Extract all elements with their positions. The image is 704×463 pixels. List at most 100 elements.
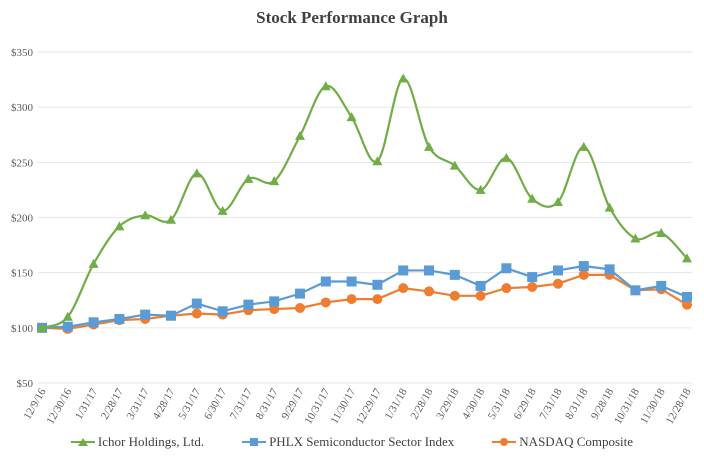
x-tick-label: 6/30/17 xyxy=(202,386,229,422)
x-tick-label: 6/29/18 xyxy=(512,386,539,422)
nasdaq-composite-point xyxy=(578,269,589,280)
legend-label: PHLX Semiconductor Sector Index xyxy=(269,434,455,449)
phlx-semiconductor-sector-index-point xyxy=(295,288,305,299)
ichor-holdings-ltd-point xyxy=(656,227,667,237)
ichor-holdings-ltd-point xyxy=(320,81,331,91)
legend-item: Ichor Holdings, Ltd. xyxy=(70,434,205,450)
x-tick-label: 8/31/18 xyxy=(563,386,590,422)
x-tick-label: 9/29/17 xyxy=(279,386,306,422)
x-tick-label: 5/31/17 xyxy=(176,386,203,422)
ichor-holdings-ltd-point xyxy=(269,176,280,186)
phlx-semiconductor-sector-index-point xyxy=(527,272,538,283)
x-tick-label: 12/9/16 xyxy=(21,386,48,422)
ichor-holdings-ltd-point xyxy=(630,233,641,243)
x-tick-label: 7/31/18 xyxy=(537,386,564,422)
y-tick-label: $50 xyxy=(17,378,34,390)
nasdaq-composite-point xyxy=(320,297,331,308)
phlx-semiconductor-sector-index-point xyxy=(501,263,512,274)
x-tick-label: 1/31/18 xyxy=(383,386,410,422)
nasdaq-composite-point xyxy=(682,299,692,310)
legend-circle-icon xyxy=(492,438,517,446)
phlx-semiconductor-sector-index-point xyxy=(553,265,563,276)
x-tick-label: 4/30/18 xyxy=(460,386,487,422)
nasdaq-composite-point xyxy=(501,283,512,294)
x-tick-label: 8/31/17 xyxy=(254,386,281,422)
ichor-holdings-ltd-point xyxy=(398,73,409,83)
nasdaq-composite-point xyxy=(424,286,434,297)
nasdaq-composite-point xyxy=(527,282,538,293)
x-tick-label: 1/31/17 xyxy=(73,386,100,422)
ichor-holdings-ltd-point xyxy=(604,202,615,212)
ichor-holdings-ltd-point xyxy=(62,311,73,321)
phlx-semiconductor-sector-index-point xyxy=(140,309,151,320)
x-tick-label: 7/31/17 xyxy=(228,386,255,422)
ichor-holdings-ltd-point xyxy=(682,253,692,263)
ichor-holdings-ltd-point xyxy=(553,197,563,207)
ichor-holdings-ltd-point xyxy=(37,322,47,332)
phlx-semiconductor-sector-index-point xyxy=(217,306,228,317)
x-tick-label: 4/28/17 xyxy=(150,386,177,422)
y-tick-label: $250 xyxy=(11,157,34,169)
x-tick-label: 12/29/17 xyxy=(354,386,384,426)
y-tick-label: $150 xyxy=(11,268,34,280)
legend-square-icon xyxy=(242,438,267,446)
ichor-holdings-ltd-point xyxy=(217,205,228,215)
legend-label: Ichor Holdings, Ltd. xyxy=(97,434,205,449)
phlx-semiconductor-sector-index-point xyxy=(346,276,357,287)
nasdaq-composite-point xyxy=(398,283,409,294)
phlx-semiconductor-sector-index-point xyxy=(424,265,434,276)
phlx-semiconductor-sector-index-point xyxy=(114,314,125,325)
y-tick-label: $200 xyxy=(11,213,34,225)
ichor-holdings-ltd-point xyxy=(140,210,151,220)
x-tick-label: 5/31/18 xyxy=(486,386,513,422)
phlx-semiconductor-sector-index-point xyxy=(191,298,202,309)
ichor-holdings-ltd-point xyxy=(243,173,254,183)
x-tick-label: 9/28/18 xyxy=(589,386,616,422)
x-tick-label: 3/31/17 xyxy=(125,386,152,422)
legend-label: NASDAQ Composite xyxy=(519,434,634,449)
nasdaq-composite-point xyxy=(372,294,383,305)
phlx-semiconductor-sector-index-point xyxy=(682,291,692,302)
ichor-holdings-ltd-point xyxy=(424,141,434,151)
ichor-holdings-ltd-point xyxy=(191,168,202,178)
phlx-semiconductor-sector-index-point xyxy=(372,279,383,290)
phlx-semiconductor-sector-index-point xyxy=(656,280,667,291)
y-tick-label: $100 xyxy=(11,323,34,335)
phlx-semiconductor-sector-index-point xyxy=(243,299,254,310)
ichor-holdings-ltd-point xyxy=(346,112,357,122)
chart-title: Stock Performance Graph xyxy=(256,8,448,27)
nasdaq-composite-point xyxy=(346,294,357,305)
x-tick-label: 3/29/18 xyxy=(434,386,461,422)
legend: Ichor Holdings, Ltd. PHLX Semiconductor S… xyxy=(0,434,704,450)
nasdaq-composite-point xyxy=(269,304,280,315)
phlx-semiconductor-sector-index-point xyxy=(630,285,641,296)
phlx-semiconductor-sector-index-point xyxy=(269,296,280,307)
phlx-semiconductor-sector-index-point xyxy=(62,321,73,332)
nasdaq-composite-point xyxy=(295,302,305,313)
y-tick-label: $300 xyxy=(11,102,34,114)
y-tick-label: $350 xyxy=(11,47,34,59)
ichor-holdings-ltd-point xyxy=(88,258,99,268)
phlx-semiconductor-sector-index-point xyxy=(320,276,331,287)
phlx-semiconductor-sector-index-point xyxy=(604,264,615,275)
legend-triangle-icon xyxy=(70,438,95,446)
ichor-holdings-ltd-point xyxy=(372,156,383,166)
phlx-semiconductor-sector-index-point xyxy=(475,280,486,291)
x-tick-label: 12/28/18 xyxy=(664,386,694,426)
ichor-holdings-ltd-point xyxy=(501,152,512,162)
ichor-holdings-ltd-point xyxy=(114,221,125,231)
legend-item: NASDAQ Composite xyxy=(492,434,633,450)
ichor-holdings-ltd-point xyxy=(578,141,589,151)
phlx-semiconductor-sector-index-point xyxy=(578,261,589,272)
x-tick-label: 12/30/16 xyxy=(44,386,74,426)
ichor-holdings-ltd-point xyxy=(527,193,538,203)
legend-item: PHLX Semiconductor Sector Index xyxy=(242,434,454,450)
x-tick-label: 2/28/18 xyxy=(408,386,435,422)
x-tick-label: 2/28/17 xyxy=(99,386,126,422)
phlx-semiconductor-sector-index-point xyxy=(88,317,99,328)
ichor-holdings-ltd-point xyxy=(449,160,460,170)
phlx-semiconductor-sector-index-point xyxy=(449,269,460,280)
phlx-semiconductor-sector-index-point xyxy=(398,265,409,276)
